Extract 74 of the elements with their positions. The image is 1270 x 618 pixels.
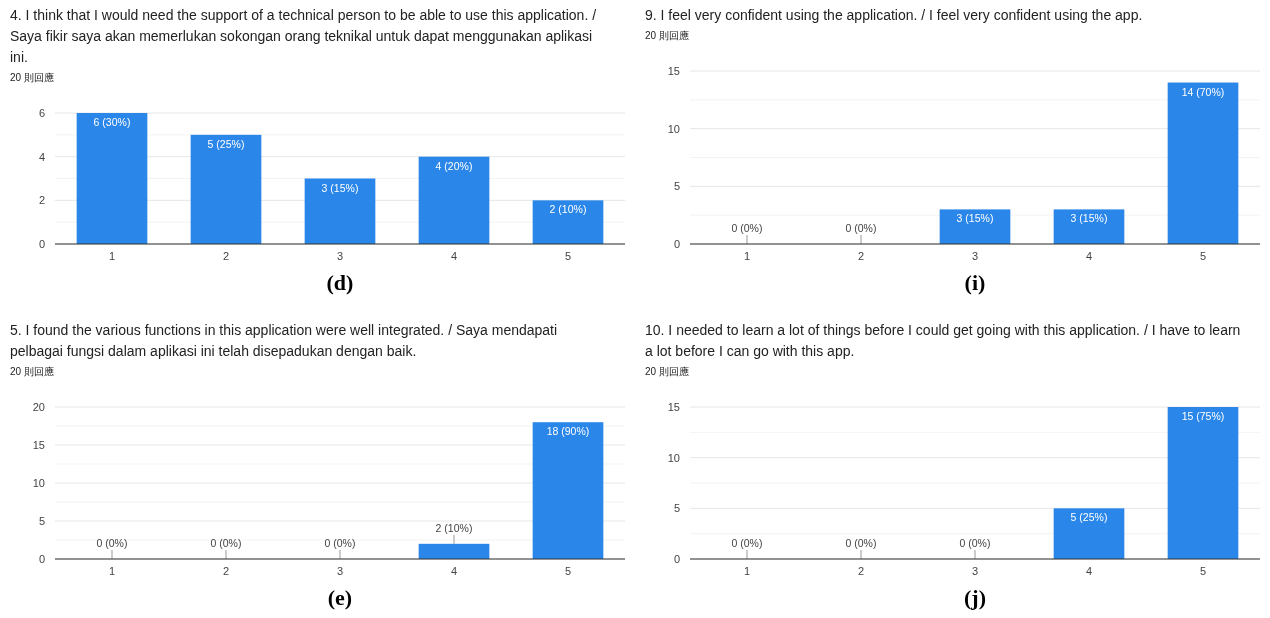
data-label: 5 (25%)	[207, 137, 245, 150]
y-tick-label: 10	[32, 477, 45, 489]
y-tick-label: 15	[667, 401, 680, 413]
data-label: 3 (15%)	[956, 212, 994, 225]
bar	[190, 134, 262, 244]
data-label: 0 (0%)	[731, 222, 763, 234]
text: (j)	[964, 585, 986, 610]
chart-title: 5. I found the various functions in this application were well integrated. / Saya mendapati pelbagai fungsi dalam aplikasi ini telah disepadukan dengan baik.	[10, 322, 558, 359]
data-label: 2 (10%)	[435, 521, 473, 534]
data-label: 0 (0%)	[959, 537, 991, 549]
data-label: 0 (0%)	[96, 537, 128, 549]
data-label: 0 (0%)	[845, 222, 877, 234]
data-label: 0 (0%)	[324, 537, 356, 549]
x-tick-label: 5	[564, 250, 572, 262]
text: (d)	[326, 270, 354, 295]
y-tick-label: 0	[38, 553, 45, 565]
y-tick-label: 2	[38, 194, 45, 207]
x-tick-label: 1	[743, 565, 751, 577]
x-tick-label: 4	[450, 565, 458, 577]
x-tick-label: 2	[857, 565, 865, 577]
data-label: 14 (70%)	[1181, 85, 1225, 98]
data-label: 18 (90%)	[546, 425, 590, 438]
chart-subtitle: 20 則回應	[645, 366, 689, 377]
x-tick-label: 2	[857, 250, 865, 262]
x-tick-label: 4	[450, 250, 458, 262]
y-tick-label: 15	[667, 65, 680, 77]
y-tick-label: 20	[32, 401, 45, 413]
y-tick-label: 4	[38, 150, 45, 163]
text: (e)	[327, 585, 353, 610]
bar	[76, 113, 148, 244]
data-label: 4 (20%)	[435, 159, 473, 172]
y-tick-label: 6	[38, 107, 45, 119]
data-label: 0 (0%)	[731, 537, 763, 549]
data-label: 0 (0%)	[210, 537, 242, 549]
data-label: 6 (30%)	[93, 116, 131, 128]
bar	[418, 156, 490, 244]
x-tick-label: 2	[222, 565, 230, 577]
y-tick-label: 0	[38, 238, 45, 250]
x-tick-label: 4	[1085, 565, 1093, 577]
y-tick-label: 5	[38, 515, 45, 527]
chart-subtitle: 20 則回應	[10, 366, 54, 377]
chart-title: 9. I feel very confident using the application. / I feel very confident using the app.	[645, 7, 1143, 23]
bar	[532, 200, 604, 244]
x-tick-label: 5	[564, 565, 572, 577]
y-tick-label: 10	[667, 122, 680, 135]
chart-title: 10. I needed to learn a lot of things before I could get going with this application. / I have to learn a lot before I can go with this app.	[645, 322, 1241, 359]
chart-subtitle: 20 則回應	[645, 30, 689, 41]
x-tick-label: 2	[222, 250, 230, 262]
x-tick-label: 3	[336, 565, 344, 577]
x-tick-label: 3	[971, 250, 979, 262]
x-tick-label: 3	[336, 250, 344, 262]
bar	[304, 178, 376, 244]
data-label: 0 (0%)	[845, 537, 877, 549]
y-tick-label: 15	[32, 439, 45, 451]
chart-title: 4. I think that I would need the support of a technical person to be able to use this application. / Saya fikir saya akan memerlukan sokongan orang teknikal untuk dapat menggunakan aplikasi ini.	[10, 7, 597, 65]
x-tick-label: 5	[1199, 250, 1207, 262]
chart-subtitle: 20 則回應	[10, 72, 54, 83]
y-tick-label: 5	[673, 502, 680, 515]
y-tick-label: 10	[667, 451, 680, 464]
x-tick-label: 3	[971, 565, 979, 577]
x-tick-label: 1	[743, 250, 751, 262]
y-tick-label: 5	[673, 180, 680, 193]
y-tick-label: 0	[673, 553, 680, 565]
text: (i)	[964, 270, 986, 295]
data-label: 3 (15%)	[1070, 212, 1108, 225]
data-label: 2 (10%)	[549, 203, 587, 216]
x-tick-label: 5	[1199, 565, 1207, 577]
data-label: 5 (25%)	[1070, 511, 1108, 524]
x-tick-label: 4	[1085, 250, 1093, 262]
data-label: 3 (15%)	[321, 181, 359, 194]
x-tick-label: 1	[108, 565, 116, 577]
x-tick-label: 1	[108, 250, 116, 262]
data-label: 15 (75%)	[1181, 410, 1225, 422]
y-tick-label: 0	[673, 238, 680, 250]
